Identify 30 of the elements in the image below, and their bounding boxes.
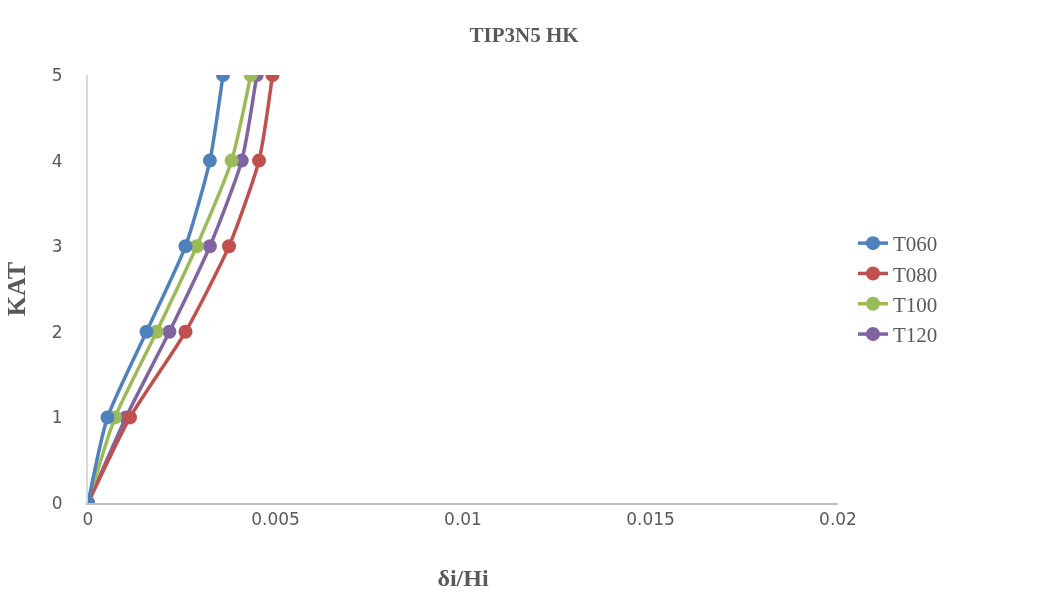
y-tick-label: 3 [51, 236, 63, 257]
point [202, 239, 217, 254]
y-tick-label: 2 [51, 321, 63, 342]
legend-label: T120 [893, 323, 938, 348]
x-axis-title: δi/Hi [437, 565, 489, 591]
y-axis-title: KAT [2, 261, 31, 317]
point [224, 153, 239, 168]
y-tick-label: 5 [51, 64, 63, 85]
legend-label: T100 [893, 292, 938, 317]
legend-label: T080 [893, 262, 938, 287]
point [222, 239, 236, 254]
point [252, 153, 266, 168]
x-tick-label: 0.015 [626, 509, 675, 530]
point [139, 324, 154, 339]
point [123, 410, 137, 425]
y-tick-label: 4 [51, 150, 63, 171]
point [202, 153, 217, 168]
point [100, 410, 115, 425]
legend-label: T060 [893, 232, 938, 257]
x-tick-label: 0.02 [819, 509, 857, 530]
chart-title: TIP3N5 HK [469, 22, 580, 47]
point [178, 239, 193, 254]
point [162, 324, 177, 339]
y-tick-label: 0 [51, 492, 63, 513]
y-tick-label: 1 [51, 407, 63, 428]
x-tick-label: 0.01 [444, 509, 482, 530]
point [178, 324, 193, 339]
x-tick-label: 0.005 [251, 509, 300, 530]
point [189, 239, 204, 254]
x-tick-label: 0 [82, 509, 94, 530]
